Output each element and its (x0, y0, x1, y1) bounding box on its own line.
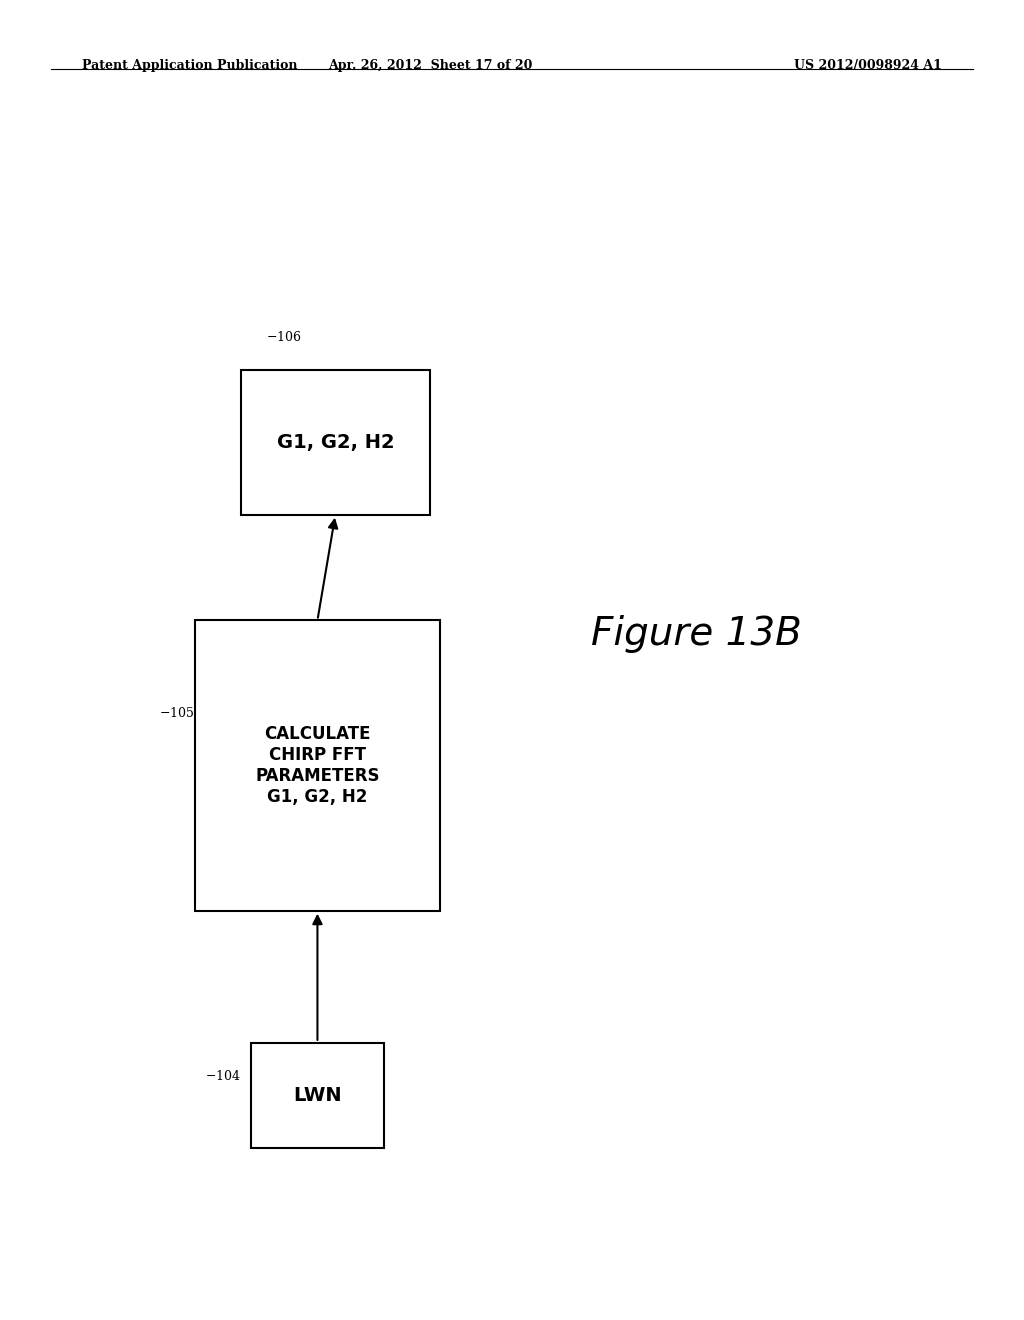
Text: $\mathregular{-}$104: $\mathregular{-}$104 (205, 1069, 241, 1082)
Text: $\mathregular{-}$106: $\mathregular{-}$106 (266, 330, 302, 343)
Text: Apr. 26, 2012  Sheet 17 of 20: Apr. 26, 2012 Sheet 17 of 20 (328, 59, 532, 73)
Text: Figure 13B: Figure 13B (591, 615, 802, 652)
Text: $\mathregular{-}$105: $\mathregular{-}$105 (159, 706, 194, 719)
Text: G1, G2, H2: G1, G2, H2 (276, 433, 394, 451)
Text: Patent Application Publication: Patent Application Publication (82, 59, 297, 73)
Text: CALCULATE
CHIRP FFT
PARAMETERS
G1, G2, H2: CALCULATE CHIRP FFT PARAMETERS G1, G2, H… (255, 726, 380, 805)
Text: US 2012/0098924 A1: US 2012/0098924 A1 (795, 59, 942, 73)
Text: LWN: LWN (293, 1086, 342, 1105)
